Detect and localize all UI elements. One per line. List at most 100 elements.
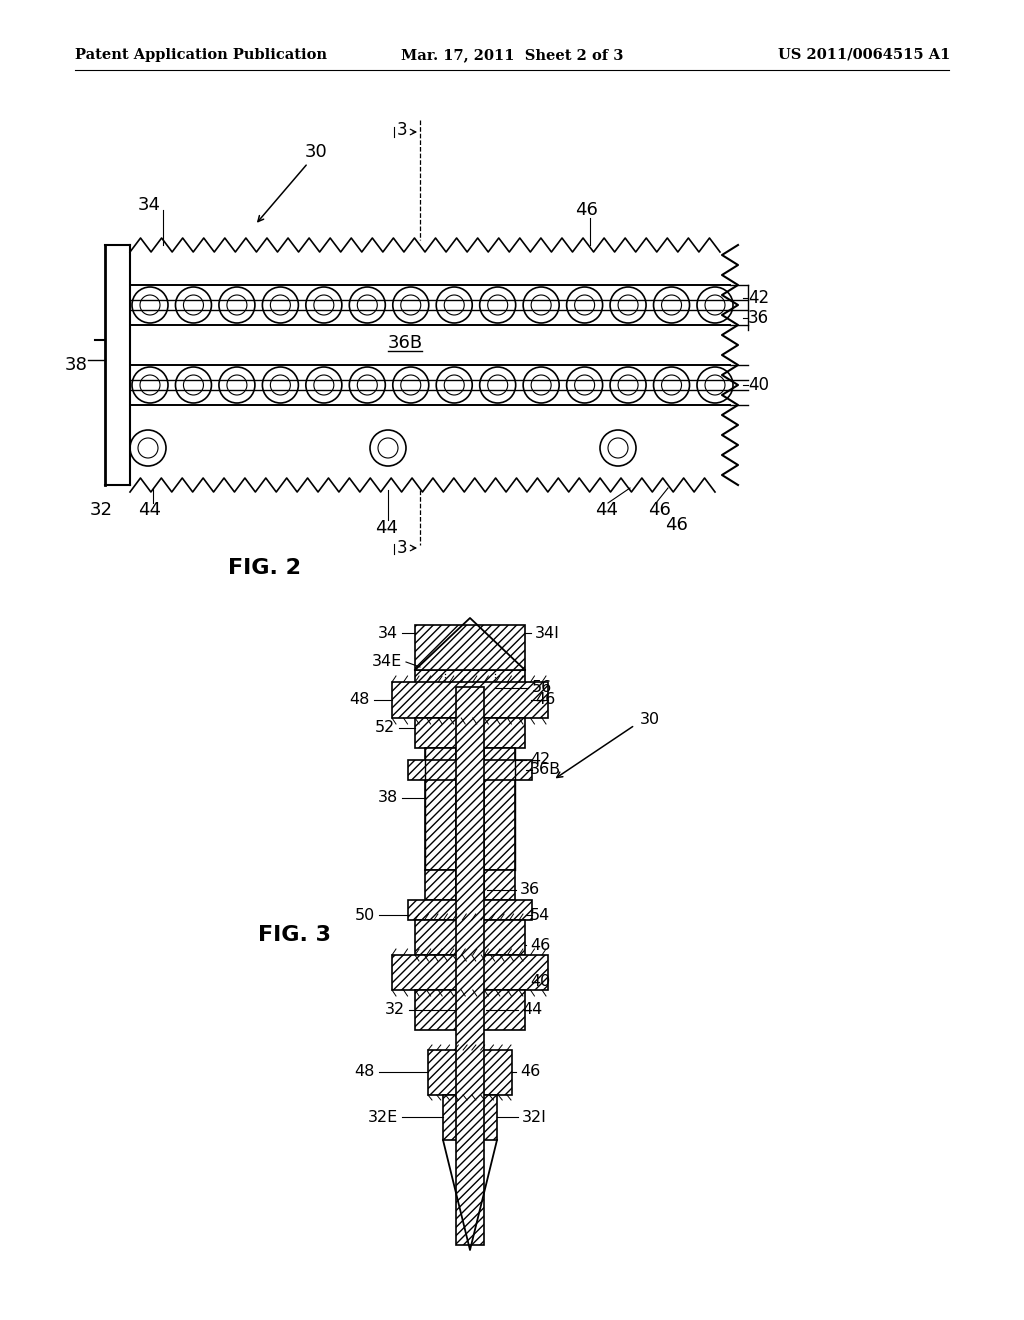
Text: 46: 46 bbox=[648, 502, 671, 519]
Text: 46: 46 bbox=[520, 1064, 541, 1080]
Circle shape bbox=[697, 367, 733, 403]
Text: 54: 54 bbox=[530, 908, 550, 923]
Circle shape bbox=[175, 367, 212, 403]
Circle shape bbox=[183, 375, 204, 395]
Polygon shape bbox=[392, 954, 548, 990]
Circle shape bbox=[349, 367, 385, 403]
Circle shape bbox=[436, 286, 472, 323]
Circle shape bbox=[566, 286, 602, 323]
Text: 46: 46 bbox=[575, 201, 598, 219]
Text: 32: 32 bbox=[385, 1002, 406, 1018]
Circle shape bbox=[270, 375, 291, 395]
Circle shape bbox=[600, 430, 636, 466]
Circle shape bbox=[357, 294, 377, 315]
Circle shape bbox=[262, 367, 298, 403]
Text: 30: 30 bbox=[305, 143, 328, 161]
Circle shape bbox=[393, 367, 429, 403]
Circle shape bbox=[227, 294, 247, 315]
Text: 46: 46 bbox=[530, 937, 550, 953]
Text: 42: 42 bbox=[748, 289, 769, 308]
Circle shape bbox=[653, 286, 689, 323]
Circle shape bbox=[183, 294, 204, 315]
Circle shape bbox=[479, 367, 516, 403]
Circle shape bbox=[140, 294, 160, 315]
Circle shape bbox=[227, 375, 247, 395]
Text: US 2011/0064515 A1: US 2011/0064515 A1 bbox=[777, 48, 950, 62]
Polygon shape bbox=[484, 870, 515, 900]
Polygon shape bbox=[443, 1096, 497, 1140]
Polygon shape bbox=[425, 870, 456, 900]
Circle shape bbox=[140, 375, 160, 395]
Text: 34: 34 bbox=[378, 626, 398, 640]
Circle shape bbox=[618, 375, 638, 395]
Polygon shape bbox=[415, 718, 525, 748]
Circle shape bbox=[313, 294, 334, 315]
Circle shape bbox=[531, 375, 551, 395]
Circle shape bbox=[175, 286, 212, 323]
Text: 38: 38 bbox=[65, 356, 88, 374]
Circle shape bbox=[349, 286, 385, 323]
Circle shape bbox=[566, 367, 602, 403]
Text: 48: 48 bbox=[349, 693, 370, 708]
Circle shape bbox=[705, 375, 725, 395]
Circle shape bbox=[705, 294, 725, 315]
Text: 34I: 34I bbox=[535, 626, 560, 640]
Text: FIG. 3: FIG. 3 bbox=[258, 925, 332, 945]
Text: 44: 44 bbox=[375, 519, 398, 537]
Circle shape bbox=[132, 367, 168, 403]
Text: 44: 44 bbox=[138, 502, 161, 519]
Text: 44: 44 bbox=[522, 1002, 543, 1018]
Text: 36: 36 bbox=[520, 883, 540, 898]
Polygon shape bbox=[425, 748, 456, 870]
Circle shape bbox=[357, 375, 377, 395]
Circle shape bbox=[130, 430, 166, 466]
Circle shape bbox=[479, 286, 516, 323]
Circle shape bbox=[219, 286, 255, 323]
Circle shape bbox=[132, 286, 168, 323]
Text: 30: 30 bbox=[640, 713, 660, 727]
Text: 34E: 34E bbox=[372, 655, 402, 669]
Polygon shape bbox=[392, 682, 548, 718]
Text: 46: 46 bbox=[535, 693, 555, 708]
Circle shape bbox=[138, 438, 158, 458]
Text: 3: 3 bbox=[397, 539, 408, 557]
Text: 50: 50 bbox=[354, 908, 375, 923]
Text: 40: 40 bbox=[748, 376, 769, 393]
Circle shape bbox=[262, 286, 298, 323]
Polygon shape bbox=[415, 990, 525, 1030]
Text: 48: 48 bbox=[354, 1064, 375, 1080]
Polygon shape bbox=[408, 900, 532, 920]
Polygon shape bbox=[415, 671, 525, 715]
Circle shape bbox=[610, 286, 646, 323]
Circle shape bbox=[306, 367, 342, 403]
Circle shape bbox=[313, 375, 334, 395]
Circle shape bbox=[610, 367, 646, 403]
Circle shape bbox=[697, 286, 733, 323]
Circle shape bbox=[436, 367, 472, 403]
Circle shape bbox=[219, 367, 255, 403]
Circle shape bbox=[306, 286, 342, 323]
Polygon shape bbox=[408, 760, 532, 780]
Circle shape bbox=[444, 375, 464, 395]
Circle shape bbox=[662, 294, 682, 315]
Text: 32: 32 bbox=[90, 502, 113, 519]
Polygon shape bbox=[484, 748, 515, 870]
Circle shape bbox=[487, 375, 508, 395]
Text: Mar. 17, 2011  Sheet 2 of 3: Mar. 17, 2011 Sheet 2 of 3 bbox=[400, 48, 624, 62]
Polygon shape bbox=[456, 686, 484, 1245]
Circle shape bbox=[378, 438, 398, 458]
Polygon shape bbox=[428, 1049, 512, 1096]
Circle shape bbox=[574, 375, 595, 395]
Circle shape bbox=[531, 294, 551, 315]
Text: 36: 36 bbox=[748, 309, 769, 327]
Circle shape bbox=[653, 367, 689, 403]
Polygon shape bbox=[415, 624, 525, 671]
Text: 44: 44 bbox=[595, 502, 618, 519]
Circle shape bbox=[662, 375, 682, 395]
Circle shape bbox=[523, 367, 559, 403]
Circle shape bbox=[270, 294, 291, 315]
Text: 34: 34 bbox=[138, 195, 161, 214]
Circle shape bbox=[618, 294, 638, 315]
Circle shape bbox=[574, 294, 595, 315]
Polygon shape bbox=[415, 920, 525, 954]
